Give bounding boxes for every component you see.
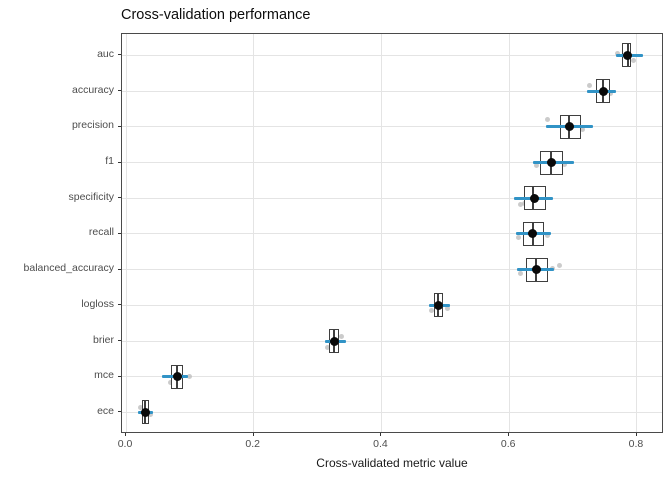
plot-panel (121, 33, 663, 433)
y-axis-tick (118, 197, 121, 199)
y-tick-label: accuracy (71, 83, 114, 96)
jitter-point (614, 50, 620, 56)
mean-point (433, 300, 443, 310)
y-axis-tick (118, 375, 121, 377)
y-gridline (122, 269, 662, 271)
jitter-point (518, 201, 524, 207)
mean-point (172, 372, 182, 382)
y-axis-tick (118, 232, 121, 234)
jitter-point (324, 344, 330, 350)
y-axis-tick (118, 90, 121, 92)
y-tick-label: auc (97, 47, 114, 60)
jitter-point (545, 233, 550, 239)
y-gridline (122, 197, 662, 199)
y-axis-tick (118, 340, 121, 341)
mean-point (532, 265, 542, 275)
jitter-point (561, 162, 567, 167)
y-axis-tick (118, 304, 121, 306)
y-axis-tick (118, 411, 121, 413)
jitter-point (631, 57, 637, 63)
jitter-point (138, 404, 144, 410)
y-tick-label: logloss (81, 297, 114, 310)
jitter-point (545, 117, 550, 123)
plot-title: Cross-validation performance (121, 7, 311, 23)
x-axis-tick (252, 433, 254, 436)
x-tick-label: 0.8 (628, 438, 644, 450)
y-gridline (122, 340, 662, 342)
x-axis-tick (125, 433, 127, 436)
x-axis-tick (380, 433, 382, 436)
y-gridline (122, 90, 662, 92)
mean-point (530, 193, 540, 203)
jitter-point (429, 307, 435, 313)
x-gridline (125, 34, 127, 432)
y-tick-label: balanced_accuracy (23, 262, 114, 275)
y-tick-label: ece (97, 404, 114, 417)
jitter-point (338, 333, 344, 339)
y-tick-label: f1 (105, 155, 114, 167)
x-tick-label: 0.4 (373, 438, 388, 450)
x-tick-label: 0.0 (117, 438, 133, 450)
x-axis-title: Cross-validated metric value (316, 456, 468, 470)
jitter-point (534, 163, 540, 168)
x-axis-tick (508, 433, 510, 436)
y-tick-label: brier (92, 333, 114, 346)
mean-point (565, 122, 575, 132)
jitter-point (516, 235, 522, 241)
y-gridline (122, 233, 662, 235)
x-tick-label: 0.6 (500, 438, 516, 450)
mean-point (623, 50, 633, 60)
y-axis-tick (118, 125, 121, 127)
jitter-point (186, 374, 192, 380)
x-tick-label: 0.2 (245, 438, 261, 450)
y-gridline (122, 54, 662, 56)
x-gridline (636, 34, 638, 432)
y-tick-label: mce (94, 369, 114, 382)
jitter-point (445, 305, 451, 311)
jitter-point (608, 90, 614, 96)
mean-point (599, 86, 609, 96)
x-gridline (508, 34, 510, 432)
mean-point (329, 336, 339, 346)
x-gridline (253, 34, 255, 432)
y-gridline (122, 162, 662, 163)
jitter-point (556, 263, 562, 269)
jitter-point (579, 127, 585, 133)
mean-point (528, 229, 538, 239)
y-gridline (122, 411, 662, 413)
y-axis-tick (118, 268, 121, 270)
y-gridline (122, 126, 662, 128)
x-axis-tick (635, 433, 637, 436)
mean-point (547, 158, 557, 167)
y-tick-label: specificity (68, 190, 114, 203)
y-tick-label: recall (88, 226, 114, 239)
y-gridline (122, 304, 662, 306)
y-axis-tick (118, 161, 121, 163)
jitter-point (517, 271, 523, 277)
mean-point (141, 407, 151, 417)
jitter-point (587, 82, 593, 88)
jitter-point (167, 380, 173, 386)
y-tick-label: precision (71, 119, 114, 132)
x-gridline (380, 34, 382, 432)
jitter-point (148, 411, 154, 417)
y-axis-tick (118, 54, 121, 56)
y-gridline (122, 376, 662, 378)
